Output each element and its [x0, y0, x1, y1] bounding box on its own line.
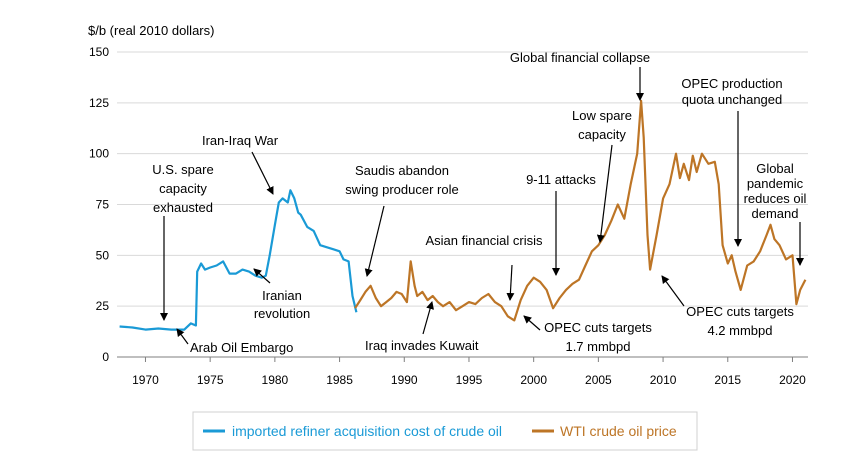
legend-label: WTI crude oil price: [560, 423, 677, 439]
annotations: U.S. spare capacity exhausted Arab Oil Emba…: [152, 50, 806, 355]
y-tick-label: 25: [96, 299, 110, 313]
annotation-arrow: [176, 328, 189, 345]
annotation-label: Iran-Iraq War: [202, 133, 279, 148]
annotation-label: OPEC cuts targets 1.7 mmbpd: [544, 320, 652, 354]
series-line-imported-cost: [119, 189, 358, 331]
series-lines: [119, 99, 807, 331]
x-tick-label: 2000: [520, 373, 547, 387]
annotation-label: OPEC cuts targets 4.2 mmbpd: [686, 304, 794, 338]
legend-box: [192, 411, 698, 451]
annotation-arrow: [596, 144, 613, 243]
annotation-arrow: [251, 151, 274, 195]
annotation-label: Arab Oil Embargo: [190, 340, 293, 355]
x-tick-label: 2010: [650, 373, 677, 387]
x-tick-label: 1985: [326, 373, 353, 387]
x-tick-label: 2005: [585, 373, 612, 387]
annotation-arrow: [523, 315, 541, 331]
annotation-label: Iraq invades Kuwait: [365, 338, 479, 353]
annotation-label: Low spare capacity: [572, 108, 632, 142]
series-line-wti: [354, 99, 807, 322]
axes: 0 25 50 75 100 125 150 1970 1975 1980 1985 1990 1995…: [89, 45, 808, 387]
annotation-label: Iranian revolution: [254, 288, 310, 321]
annotation-arrow: [506, 264, 515, 301]
legend: imported refiner acquisition cost of cru…: [192, 411, 698, 451]
x-tick-label: 1980: [262, 373, 289, 387]
y-tick-label: 75: [96, 198, 110, 212]
annotation-label: Saudis abandon swing producer role: [345, 163, 458, 197]
gridlines: [117, 51, 808, 307]
legend-label: imported refiner acquisition cost of cru…: [232, 423, 502, 439]
annotation-label: Asian financial crisis: [425, 233, 543, 248]
y-tick-label: 100: [89, 147, 109, 161]
x-tick-label: 1970: [132, 373, 159, 387]
annotation-arrow: [661, 275, 685, 307]
annotation-arrow: [364, 205, 385, 277]
y-tick-label: 0: [102, 350, 109, 364]
annotation-label: Global financial collapse: [510, 50, 650, 65]
x-tick-label: 1995: [456, 373, 483, 387]
y-tick-label: 50: [96, 248, 110, 262]
annotation-arrow: [422, 301, 434, 335]
x-tick-label: 2020: [779, 373, 806, 387]
y-tick-label: 150: [89, 45, 109, 59]
x-tick-label: 1990: [391, 373, 418, 387]
annotation-label: OPEC production quota unchanged: [681, 76, 782, 107]
y-axis-label: $/b (real 2010 dollars): [88, 23, 214, 38]
y-tick-label: 125: [89, 96, 109, 110]
x-tick-label: 1975: [197, 373, 224, 387]
annotation-label: U.S. spare capacity exhausted: [152, 162, 213, 215]
annotation-label: Global pandemic reduces oil demand: [744, 161, 807, 221]
x-tick-label: 2015: [714, 373, 741, 387]
annotation-label: 9-11 attacks: [526, 172, 596, 187]
annotation-arrow: [253, 268, 271, 284]
